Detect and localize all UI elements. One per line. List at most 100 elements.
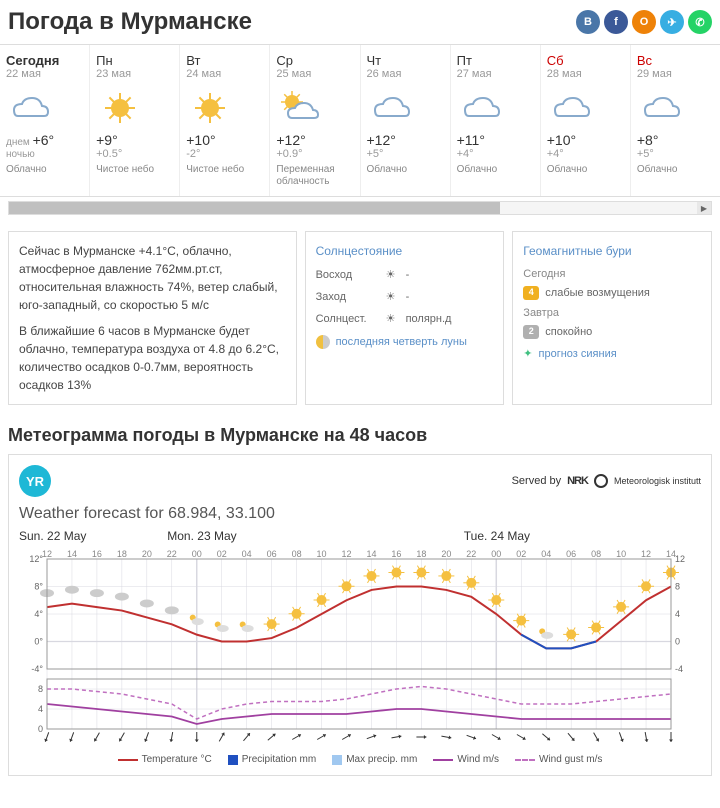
svg-text:8: 8 xyxy=(38,684,43,694)
geo-badge: 4 xyxy=(523,286,539,300)
geo-day: Сегодня xyxy=(523,266,701,283)
forecast-text: В ближайшие 6 часов в Мурманске будет об… xyxy=(19,322,286,394)
svg-text:16: 16 xyxy=(92,549,102,559)
aurora-link[interactable]: прогноз сияния xyxy=(539,346,617,363)
wa-icon[interactable]: ✆ xyxy=(688,10,712,34)
svg-text:22: 22 xyxy=(167,549,177,559)
day-card[interactable]: Сегодня 22 мая днем +6° ночью Облачно xyxy=(0,45,90,196)
temp-high: +10° xyxy=(547,132,624,148)
sun-val: - xyxy=(406,289,410,306)
legend: Temperature °CPrecipitation mmMax precip… xyxy=(19,754,701,765)
day-card[interactable]: Ср 25 мая +12° +0.9° Переменная облачнос… xyxy=(270,45,360,196)
day-labels: Sun. 22 MayMon. 23 MayTue. 24 May xyxy=(19,529,701,543)
condition: Облачно xyxy=(367,164,444,176)
svg-text:02: 02 xyxy=(516,549,526,559)
sun-val: полярн.д xyxy=(406,311,452,328)
temp-high: днем +6° xyxy=(6,132,83,148)
temp-low: +4° xyxy=(457,148,534,160)
day-card[interactable]: Пт 27 мая +11° +4° Облачно xyxy=(451,45,541,196)
svg-text:22: 22 xyxy=(466,549,476,559)
temp-high: +10° xyxy=(186,132,263,148)
moon-row: последняя четверть луны xyxy=(316,334,494,351)
page-title: Погода в Мурманске xyxy=(8,8,252,36)
chart-day-label: Tue. 24 May xyxy=(464,529,701,543)
svg-text:00: 00 xyxy=(192,549,202,559)
meteogram-title: Метеограмма погоды в Мурманске на 48 час… xyxy=(0,413,720,454)
svg-text:4: 4 xyxy=(38,704,43,714)
condition: Чистое небо xyxy=(96,164,173,176)
legend-item: Wind m/s xyxy=(433,754,499,765)
temp-low: +0.5° xyxy=(96,148,173,160)
vk-icon[interactable]: B xyxy=(576,10,600,34)
svg-text:0: 0 xyxy=(38,724,43,734)
svg-text:4°: 4° xyxy=(34,609,43,619)
sun-label: Восход xyxy=(316,267,376,284)
condition: Облачно xyxy=(457,164,534,176)
fb-icon[interactable]: f xyxy=(604,10,628,34)
sun-val: - xyxy=(406,267,410,284)
geo-day: Завтра xyxy=(523,305,701,322)
sun-label: Заход xyxy=(316,289,376,306)
condition: Облачно xyxy=(6,164,83,176)
weather-chart: 1214161820220002040608101214161820220002… xyxy=(19,545,699,745)
day-date: 23 мая xyxy=(96,68,173,80)
svg-text:10: 10 xyxy=(317,549,327,559)
cloud-icon xyxy=(457,88,505,128)
day-card[interactable]: Вс 29 мая +8° +5° Облачно xyxy=(631,45,720,196)
sun-label: Солнцест. xyxy=(316,311,376,328)
day-date: 25 мая xyxy=(276,68,353,80)
cloud-icon xyxy=(637,88,685,128)
meteogram: YR Served by NRK Meteorologisk institutt… xyxy=(8,454,712,776)
ok-icon[interactable]: O xyxy=(632,10,656,34)
sun-small-icon: ☀ xyxy=(382,310,400,328)
svg-text:12: 12 xyxy=(675,554,685,564)
scrollbar[interactable]: ▶ xyxy=(8,201,712,215)
geo-panel: Геомагнитные бури Сегодня 4слабые возмущ… xyxy=(512,231,712,405)
day-label: Пн xyxy=(96,53,173,68)
moon-label: последняя четверть луны xyxy=(336,334,467,351)
svg-text:02: 02 xyxy=(217,549,227,559)
cloud-icon xyxy=(547,88,595,128)
temp-high: +12° xyxy=(367,132,444,148)
condition: Облачно xyxy=(547,164,624,176)
svg-text:20: 20 xyxy=(142,549,152,559)
served-label: Served by xyxy=(512,475,562,487)
cloud-icon xyxy=(6,88,54,128)
condition: Переменная облачность xyxy=(276,164,353,188)
svg-text:0°: 0° xyxy=(34,637,43,647)
day-card[interactable]: Чт 26 мая +12° +5° Облачно xyxy=(361,45,451,196)
day-label: Ср xyxy=(276,53,353,68)
forecast-row: Сегодня 22 мая днем +6° ночью ОблачноПн … xyxy=(0,44,720,197)
now-panel: Сейчас в Мурманске +4.1°С, облачно, атмо… xyxy=(8,231,297,405)
day-label: Чт xyxy=(367,53,444,68)
now-text: Сейчас в Мурманске +4.1°С, облачно, атмо… xyxy=(19,242,286,314)
svg-text:04: 04 xyxy=(541,549,551,559)
day-card[interactable]: Пн 23 мая +9° +0.5° Чистое небо xyxy=(90,45,180,196)
svg-text:16: 16 xyxy=(391,549,401,559)
svg-text:12: 12 xyxy=(641,549,651,559)
svg-text:06: 06 xyxy=(267,549,277,559)
day-label: Сегодня xyxy=(6,53,83,68)
day-label: Пт xyxy=(457,53,534,68)
scrollbar-thumb[interactable] xyxy=(9,202,500,214)
svg-text:12°: 12° xyxy=(29,554,43,564)
sun-small-icon: ☀ xyxy=(382,288,400,306)
chart-day-label: Sun. 22 May xyxy=(19,529,167,543)
svg-text:14: 14 xyxy=(366,549,376,559)
day-label: Сб xyxy=(547,53,624,68)
scrollbar-right[interactable]: ▶ xyxy=(697,202,711,214)
sun-panel: Солнцестояние Восход☀-Заход☀-Солнцест.☀п… xyxy=(305,231,505,405)
day-card[interactable]: Сб 28 мая +10° +4° Облачно xyxy=(541,45,631,196)
day-date: 27 мая xyxy=(457,68,534,80)
tg-icon[interactable]: ✈ xyxy=(660,10,684,34)
temp-low: +4° xyxy=(547,148,624,160)
temp-high: +9° xyxy=(96,132,173,148)
mi-icon xyxy=(594,474,608,488)
day-card[interactable]: Вт 24 мая +10° -2° Чистое небо xyxy=(180,45,270,196)
served-by: Served by NRK Meteorologisk institutt xyxy=(512,474,701,488)
day-label: Вс xyxy=(637,53,714,68)
aurora-icon: ✦ xyxy=(523,346,532,363)
day-date: 24 мая xyxy=(186,68,263,80)
day-date: 26 мая xyxy=(367,68,444,80)
social-icons: BfO✈✆ xyxy=(576,10,712,34)
